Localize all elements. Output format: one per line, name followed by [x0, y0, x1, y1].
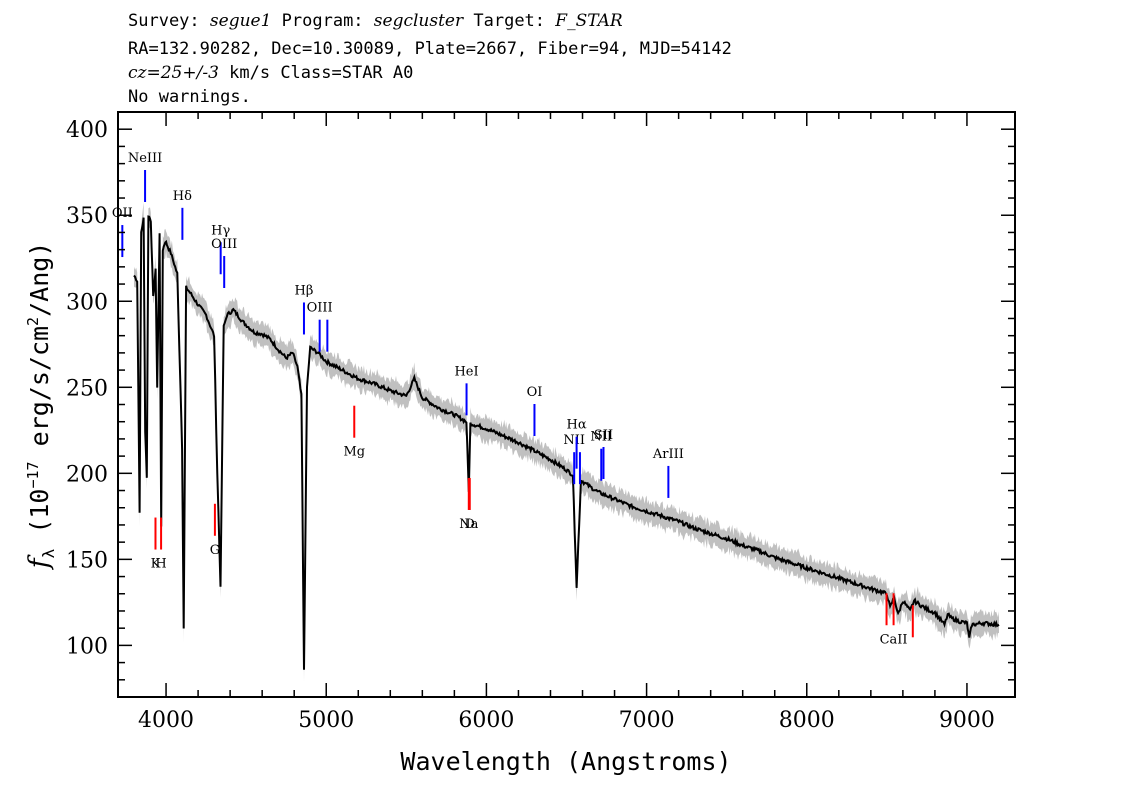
program-value: segcluster	[373, 11, 464, 31]
x-tick-label: 5000	[298, 708, 354, 733]
spectral-line-label: Hγ	[211, 223, 230, 238]
spectral-line-label: Hδ	[173, 189, 192, 204]
spectral-line-label: Na	[459, 517, 478, 532]
plot-frame	[117, 111, 1016, 698]
spectrum-info-line2: RA=132.90282, Dec=10.30089, Plate=2667, …	[128, 39, 732, 59]
spectral-line-label: OIII	[307, 301, 333, 316]
spectral-line-label: CaII	[880, 632, 908, 647]
y-tick-label: 300	[66, 290, 108, 315]
target-label: Target:	[473, 11, 546, 31]
x-tick-label: 6000	[458, 708, 514, 733]
spectral-line-label: OI	[527, 385, 543, 400]
spectral-line-label: H	[155, 557, 166, 572]
survey-value: segue1	[209, 11, 272, 31]
survey-label: Survey:	[128, 11, 200, 31]
spectral-line-label: HeI	[454, 364, 478, 379]
y-axis-title: fλ (10−17 erg/s/cm2/Ang)	[24, 242, 58, 571]
spectral-line-label: D	[465, 517, 475, 532]
program-label: Program:	[281, 11, 364, 31]
target-value: F_STAR	[555, 11, 623, 31]
spectral-line-label: NII	[563, 433, 585, 448]
spectral-line-markers: OIINeIIIHδHγOIIIHβOIIIHeIOINIIHαNIISIIAr…	[112, 151, 914, 647]
redshift-value: cz=25+/-3	[128, 63, 219, 83]
flux-series-line	[133, 215, 1000, 670]
x-tick-label: 4000	[138, 708, 194, 733]
spectral-line-label: Hα	[567, 418, 587, 433]
spectral-line-label: OII	[112, 206, 133, 221]
spectral-line-label: Hβ	[295, 283, 314, 298]
spectral-line-label: NeIII	[128, 151, 162, 166]
svg-text:fλ (10−17 erg/s/cm2/Ang): fλ (10−17 erg/s/cm2/Ang)	[24, 242, 58, 571]
flux-line-layer	[133, 215, 1000, 670]
y-axis-ticks: 100 150 200 250 300 350 400	[66, 118, 1015, 681]
x-tick-label: 8000	[779, 708, 835, 733]
y-tick-label: 100	[66, 634, 108, 659]
class-value: km/s Class=STAR A0	[229, 63, 414, 83]
spectral-line-label: NII	[590, 430, 612, 445]
spectral-line-label: ArIII	[652, 447, 684, 462]
spectrum-info-line1: Survey: segue1 Program: segcluster Targe…	[128, 10, 623, 32]
y-tick-label: 250	[66, 376, 108, 401]
spectral-line-label: SII	[594, 428, 613, 443]
x-axis-ticks: 4000 5000 6000 7000 8000 9000	[138, 112, 995, 733]
spectral-line-label: K	[151, 557, 161, 572]
y-tick-label: 400	[66, 118, 108, 143]
warnings-text: No warnings.	[128, 87, 251, 107]
spectral-line-label: G	[210, 543, 220, 558]
y-tick-label: 200	[66, 462, 108, 487]
x-tick-label: 7000	[619, 708, 675, 733]
spectral-line-label: Mg	[343, 445, 365, 460]
spectral-line-label: OIII	[211, 237, 237, 252]
y-tick-label: 350	[66, 204, 108, 229]
x-tick-label: 9000	[939, 708, 995, 733]
spectrum-info-line3: cz=25+/-3 km/s Class=STAR A0	[128, 62, 413, 84]
y-tick-label: 150	[66, 548, 108, 573]
x-axis-title: Wavelength (Angstroms)	[400, 747, 731, 776]
